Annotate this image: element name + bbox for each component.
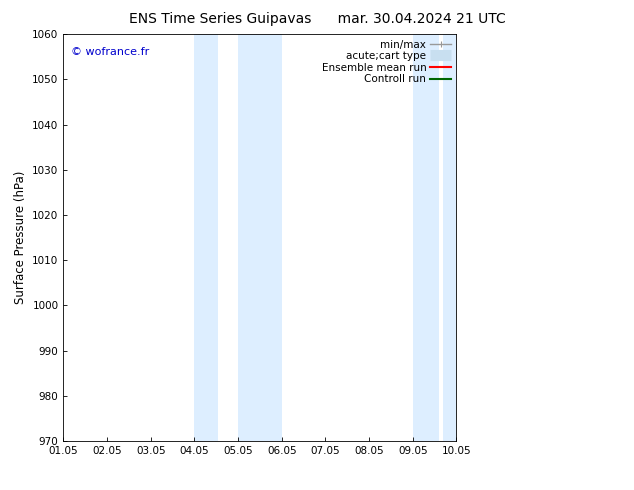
Text: ENS Time Series Guipavas      mar. 30.04.2024 21 UTC: ENS Time Series Guipavas mar. 30.04.2024… [129, 12, 505, 26]
Bar [443, 34, 456, 441]
Legend: min/max, acute;cart type, Ensemble mean run, Controll run: min/max, acute;cart type, Ensemble mean … [321, 40, 451, 84]
Text: © wofrance.fr: © wofrance.fr [71, 47, 150, 56]
Bar [195, 34, 219, 441]
Bar [238, 34, 281, 441]
Bar [413, 34, 439, 441]
Y-axis label: Surface Pressure (hPa): Surface Pressure (hPa) [14, 171, 27, 304]
